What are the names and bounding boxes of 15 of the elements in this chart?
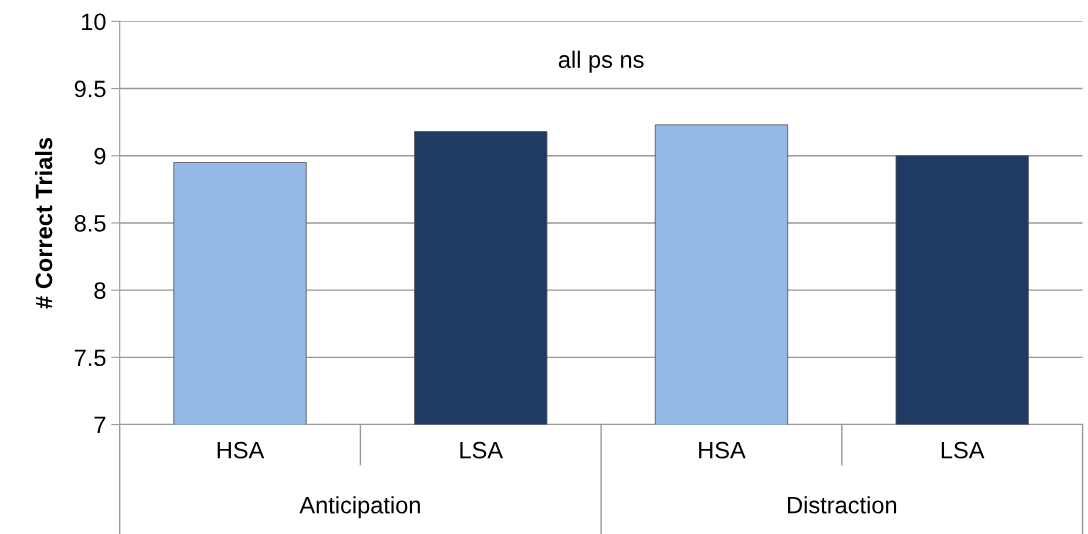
text: Anticipation bbox=[299, 496, 420, 519]
annotation: all ps ns bbox=[558, 50, 644, 73]
x-tick-label: HSA bbox=[699, 441, 746, 459]
y-tick-label: 9 bbox=[94, 147, 106, 165]
y-tick-label: 7 bbox=[94, 416, 106, 434]
y-tick-label: 10 bbox=[82, 13, 106, 31]
text: Distraction bbox=[788, 496, 897, 514]
y-tick-label: 8 bbox=[94, 282, 106, 299]
x-tick-label: LSA bbox=[460, 441, 504, 459]
x-tick-label: LSA bbox=[941, 441, 985, 459]
y-tick-label: 8.5 bbox=[74, 215, 106, 232]
y-tick-label: 9.5 bbox=[74, 80, 106, 98]
x-tick-label: HSA bbox=[217, 441, 265, 459]
y-axis-title: # Correct Trials bbox=[34, 137, 53, 309]
y-tick-label: 7.5 bbox=[74, 349, 106, 367]
